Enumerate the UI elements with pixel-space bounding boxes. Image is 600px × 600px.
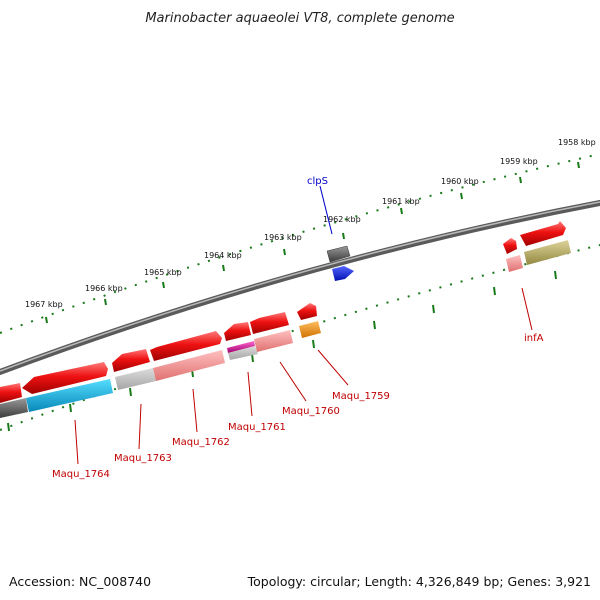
accession-text: Accession: NC_008740 — [9, 574, 151, 589]
leader-1762 — [192, 388, 198, 433]
leader-1761 — [247, 371, 253, 417]
gene-arrow-1761[interactable] — [224, 322, 251, 341]
major-tick — [283, 248, 286, 256]
cds-bar-1762[interactable] — [153, 350, 225, 381]
gene-track-plus — [297, 221, 571, 338]
major-tick — [7, 422, 10, 432]
genome-summary-text: Topology: circular; Length: 4,326,849 bp… — [247, 574, 591, 589]
major-tick — [162, 281, 165, 289]
outer-scale-track — [0, 153, 600, 334]
major-tick — [69, 403, 72, 413]
scale-label: 1965 kbp — [144, 268, 182, 277]
gene-label-infa[interactable]: infA — [524, 333, 544, 344]
scale-label: 1958 kbp — [558, 138, 596, 147]
gene-label-maqu-1761[interactable]: Maqu_1761 — [228, 422, 286, 433]
leader-clps — [319, 185, 333, 235]
genome-backbone — [0, 200, 600, 375]
cds-bar-1764[interactable] — [26, 379, 113, 412]
leader-1763 — [138, 403, 142, 450]
gene-label-maqu-1762[interactable]: Maqu_1762 — [172, 437, 230, 448]
gene-arrow-1760[interactable] — [250, 312, 289, 334]
scale-label: 1964 kbp — [204, 251, 242, 260]
scale-label: 1963 kbp — [264, 233, 302, 242]
leader-1760 — [279, 361, 307, 402]
scale-label: 1962 kbp — [323, 215, 361, 224]
cds-bar-1761b[interactable] — [228, 346, 258, 360]
cds-arrow-clps[interactable] — [332, 266, 354, 281]
scale-label: 1960 kbp — [441, 177, 479, 186]
major-tick — [104, 298, 107, 306]
map-title: Marinobacter aquaeolei VT8, complete gen… — [145, 11, 454, 26]
gene-label-maqu-1763[interactable]: Maqu_1763 — [114, 453, 172, 464]
gene-arrow-right[interactable] — [520, 221, 566, 246]
major-tick — [460, 192, 463, 200]
cds-bar-1761a[interactable] — [227, 341, 255, 353]
major-tick — [373, 320, 376, 330]
scale-label: 1967 kbp — [25, 300, 63, 309]
major-tick — [577, 161, 580, 169]
gene-label-maqu-1759[interactable]: Maqu_1759 — [332, 391, 390, 402]
gene-labels: clpS infA Maqu_1759 Maqu_1760 Maqu_1761 … — [52, 176, 544, 480]
cds-bar-infa[interactable] — [506, 255, 523, 272]
cds-bar-olive[interactable] — [524, 240, 571, 265]
gene-arrow-infa[interactable] — [503, 238, 517, 254]
major-tick — [342, 232, 345, 240]
major-tick — [312, 339, 315, 349]
major-tick — [554, 270, 557, 280]
leader-infa — [521, 287, 533, 331]
cds-bar-1759[interactable] — [299, 321, 321, 338]
cds-bar-1763[interactable] — [115, 368, 156, 390]
leader-1764 — [74, 419, 79, 465]
major-tick — [400, 207, 403, 215]
major-tick — [45, 316, 48, 324]
scale-label: 1959 kbp — [500, 157, 538, 166]
gene-arrow-1763[interactable] — [112, 349, 150, 372]
scale-label: 1961 kbp — [382, 197, 420, 206]
gene-arrow-clps[interactable] — [326, 245, 351, 263]
cds-bar-edge[interactable] — [0, 398, 28, 418]
gene-arrow-1759[interactable] — [297, 303, 317, 320]
gene-label-maqu-1760[interactable]: Maqu_1760 — [282, 406, 340, 417]
major-tick — [222, 264, 225, 272]
major-tick — [493, 286, 496, 296]
major-tick — [432, 304, 435, 314]
gene-arrow-1762[interactable] — [150, 331, 222, 361]
leader-1759 — [317, 349, 349, 386]
scale-label: 1966 kbp — [85, 284, 123, 293]
leader-lines — [74, 185, 533, 465]
gene-label-clps[interactable]: clpS — [307, 176, 328, 187]
gene-track-minus — [0, 312, 293, 418]
cds-bar-1760[interactable] — [254, 330, 293, 352]
gene-arrow-left-edge[interactable] — [0, 383, 22, 403]
gene-label-maqu-1764[interactable]: Maqu_1764 — [52, 469, 110, 480]
major-tick — [251, 353, 254, 363]
scale-labels: 1958 kbp 1959 kbp 1960 kbp 1961 kbp 1962… — [25, 138, 596, 309]
gene-arrow-1764[interactable] — [22, 362, 108, 394]
major-tick — [129, 387, 132, 397]
major-tick — [519, 176, 522, 184]
